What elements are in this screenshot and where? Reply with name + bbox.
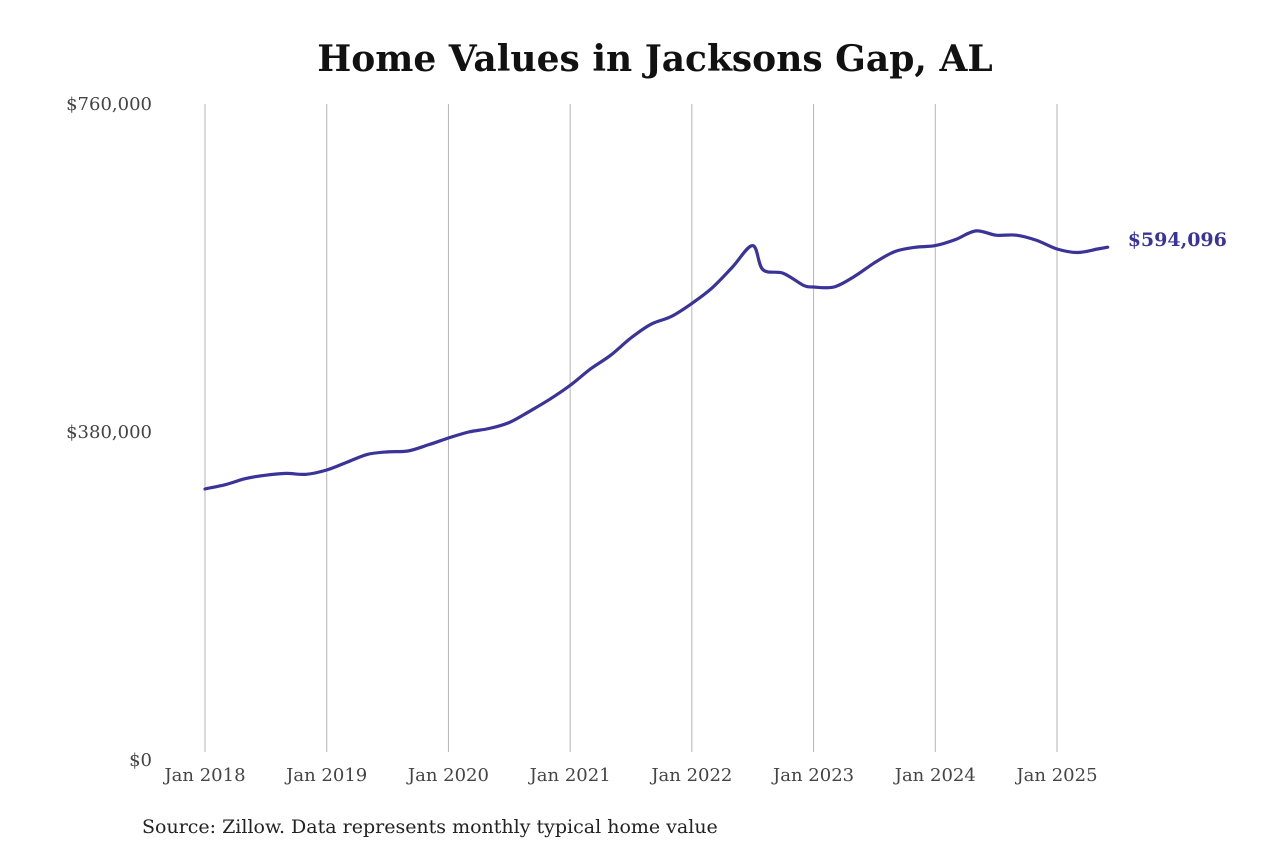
source-note: Source: Zillow. Data represents monthly … — [142, 816, 718, 838]
x-tick-label: Jan 2021 — [528, 765, 611, 786]
x-tick-label: Jan 2022 — [649, 765, 732, 786]
y-tick-label: $380,000 — [66, 422, 152, 443]
y-axis-labels: $0 $380,000 $760,000 — [66, 94, 152, 771]
x-tick-label: Jan 2019 — [284, 765, 367, 786]
x-tick-label: Jan 2020 — [406, 765, 489, 786]
chart-title: Home Values in Jacksons Gap, AL — [317, 38, 993, 80]
x-tick-label: Jan 2018 — [162, 765, 245, 786]
series-line — [203, 229, 1110, 491]
x-axis-labels: Jan 2018 Jan 2019 Jan 2020 Jan 2021 Jan 2022… — [162, 765, 1097, 786]
gridlines — [204, 104, 1058, 752]
end-value-label: $594,096 — [1128, 229, 1227, 251]
y-tick-label: $760,000 — [66, 94, 152, 115]
y-tick-label: $0 — [129, 750, 152, 771]
x-tick-label: Jan 2023 — [771, 765, 854, 786]
x-tick-label: Jan 2025 — [1014, 765, 1097, 786]
series-layer: $594,096 — [203, 229, 1227, 491]
x-tick-label: Jan 2024 — [893, 765, 976, 786]
